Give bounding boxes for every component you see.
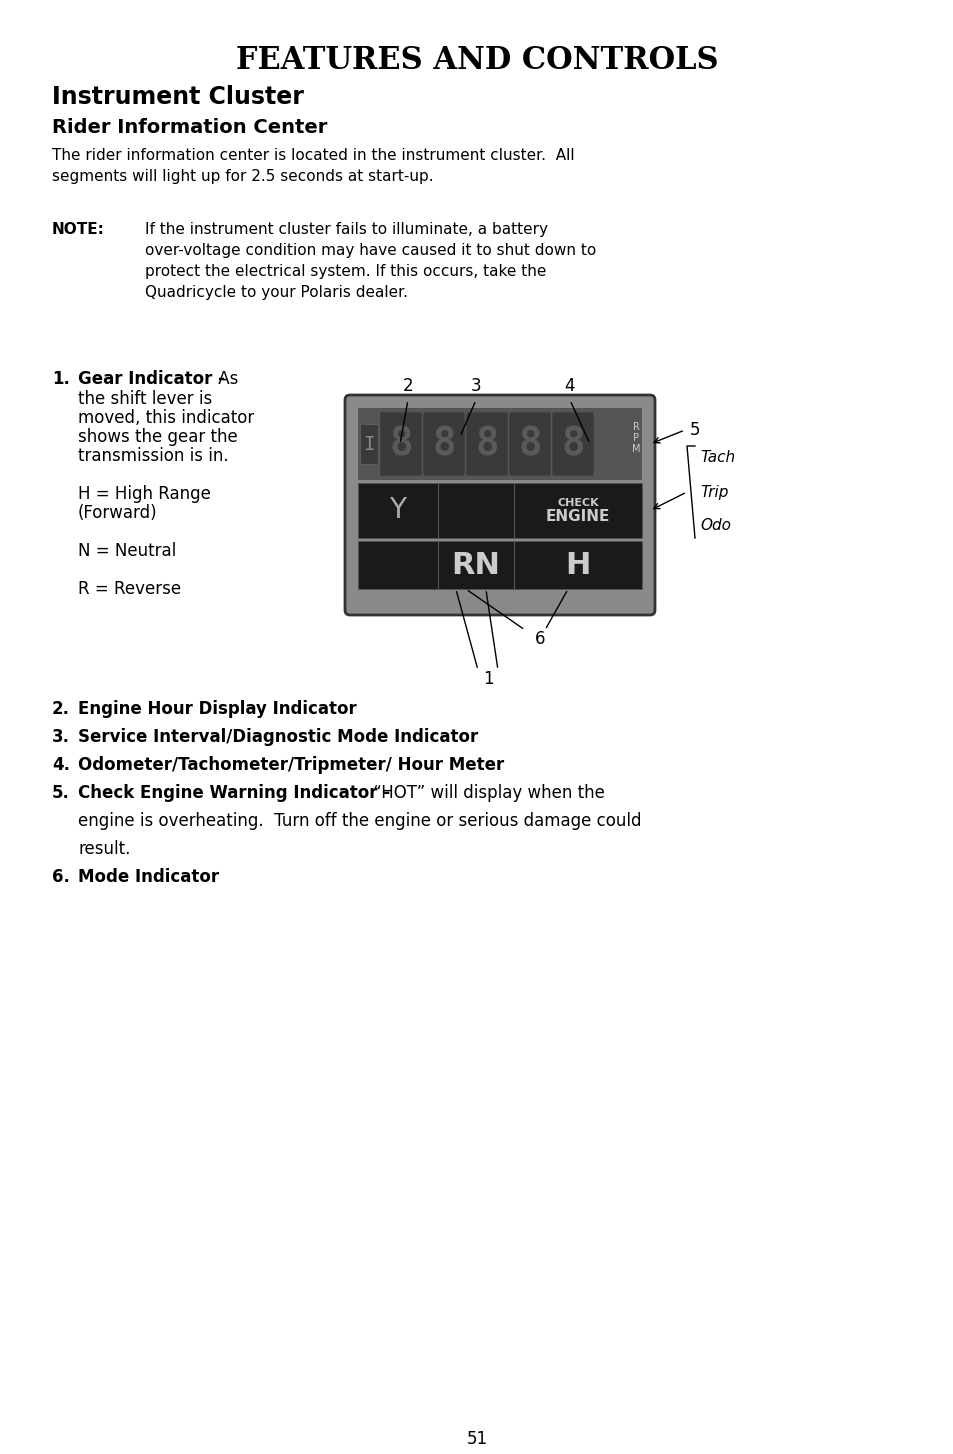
- Bar: [357, 541, 641, 589]
- FancyBboxPatch shape: [509, 411, 551, 475]
- Text: shows the gear the: shows the gear the: [78, 427, 237, 446]
- Text: I: I: [363, 435, 375, 454]
- Text: Check Engine Warning Indicator -: Check Engine Warning Indicator -: [78, 784, 390, 803]
- Text: Trip: Trip: [700, 484, 727, 500]
- Text: H: H: [565, 551, 590, 580]
- Text: 8: 8: [560, 425, 584, 462]
- Text: engine is overheating.  Turn off the engine or serious damage could: engine is overheating. Turn off the engi…: [78, 811, 640, 830]
- Text: 3.: 3.: [52, 728, 70, 746]
- Text: “HOT” will display when the: “HOT” will display when the: [368, 784, 604, 803]
- Text: ENGINE: ENGINE: [545, 509, 610, 523]
- Text: 8: 8: [389, 425, 413, 462]
- Text: 8: 8: [517, 425, 541, 462]
- Text: The rider information center is located in the instrument cluster.  All
segments: The rider information center is located …: [52, 148, 574, 185]
- Text: FEATURES AND CONTROLS: FEATURES AND CONTROLS: [235, 45, 718, 76]
- FancyBboxPatch shape: [552, 411, 594, 475]
- Text: moved, this indicator: moved, this indicator: [78, 409, 254, 427]
- Text: 4: 4: [564, 377, 575, 395]
- Text: transmission is in.: transmission is in.: [78, 446, 229, 465]
- Text: Rider Information Center: Rider Information Center: [52, 118, 327, 137]
- Text: 2: 2: [402, 377, 413, 395]
- Text: 5.: 5.: [52, 784, 70, 803]
- Text: N = Neutral: N = Neutral: [78, 542, 176, 560]
- Text: Tach: Tach: [700, 451, 735, 465]
- Text: H = High Range: H = High Range: [78, 486, 211, 503]
- Text: Y: Y: [389, 496, 406, 525]
- Text: Odometer/Tachometer/Tripmeter/ Hour Meter: Odometer/Tachometer/Tripmeter/ Hour Mete…: [78, 756, 504, 774]
- Text: Mode Indicator: Mode Indicator: [78, 868, 219, 885]
- Text: 6: 6: [535, 630, 545, 648]
- FancyBboxPatch shape: [345, 395, 655, 615]
- Text: 8: 8: [432, 425, 456, 462]
- Text: Odo: Odo: [700, 519, 730, 534]
- Text: the shift lever is: the shift lever is: [78, 390, 212, 409]
- Text: Gear Indicator -: Gear Indicator -: [78, 369, 225, 388]
- Text: NOTE:: NOTE:: [52, 222, 105, 237]
- Text: 51: 51: [466, 1429, 487, 1448]
- FancyBboxPatch shape: [422, 411, 464, 475]
- Bar: [357, 409, 641, 480]
- Text: R
P
M: R P M: [631, 422, 639, 454]
- Text: 4.: 4.: [52, 756, 70, 774]
- Text: As: As: [213, 369, 238, 388]
- Text: 8: 8: [475, 425, 498, 462]
- Text: R = Reverse: R = Reverse: [78, 580, 181, 598]
- Text: result.: result.: [78, 840, 131, 858]
- Text: Instrument Cluster: Instrument Cluster: [52, 84, 304, 109]
- Text: (Forward): (Forward): [78, 505, 157, 522]
- Text: 2.: 2.: [52, 699, 70, 718]
- Text: 1.: 1.: [52, 369, 70, 388]
- Text: If the instrument cluster fails to illuminate, a battery
over-voltage condition : If the instrument cluster fails to illum…: [145, 222, 596, 300]
- Text: 1: 1: [482, 670, 493, 688]
- FancyBboxPatch shape: [379, 411, 421, 475]
- Text: Engine Hour Display Indicator: Engine Hour Display Indicator: [78, 699, 356, 718]
- Text: RN: RN: [451, 551, 499, 580]
- FancyBboxPatch shape: [465, 411, 507, 475]
- Bar: [359, 425, 377, 464]
- Text: CHECK: CHECK: [557, 497, 598, 507]
- Text: 5: 5: [689, 422, 700, 439]
- Text: 3: 3: [470, 377, 481, 395]
- Bar: [357, 483, 641, 538]
- Text: Service Interval/Diagnostic Mode Indicator: Service Interval/Diagnostic Mode Indicat…: [78, 728, 477, 746]
- Text: 6.: 6.: [52, 868, 70, 885]
